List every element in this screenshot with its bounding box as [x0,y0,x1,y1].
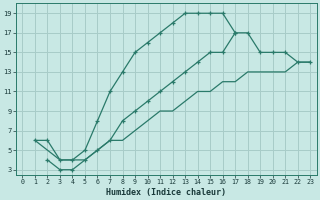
X-axis label: Humidex (Indice chaleur): Humidex (Indice chaleur) [106,188,226,197]
